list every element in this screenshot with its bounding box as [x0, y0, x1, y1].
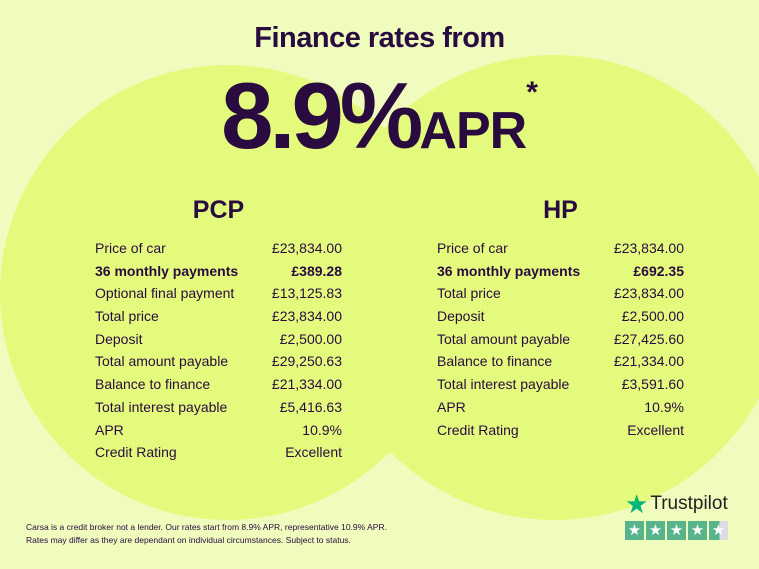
row-label: Deposit [95, 330, 143, 347]
pcp-heading: PCP [192, 196, 245, 224]
row-label: APR [437, 398, 466, 415]
row-value: £23,834.00 [271, 308, 342, 325]
row-label: Credit Rating [95, 444, 177, 461]
row-value: Excellent [285, 444, 342, 461]
row-value: £27,425.60 [613, 330, 684, 347]
table-row: Total interest payable £5,416.63 [95, 396, 342, 419]
row-value: £3,591.60 [621, 376, 684, 393]
row-value: 10.9% [302, 421, 342, 438]
star-icon: ★ [688, 521, 707, 540]
disclaimer-line-1: Carsa is a credit broker not a lender. O… [26, 522, 387, 532]
table-row: Total amount payable £27,425.60 [437, 328, 684, 351]
star-icon: ★ [667, 521, 686, 540]
row-value: £2,500.00 [279, 330, 342, 347]
headline: Finance rates from [254, 22, 505, 54]
row-label: Total amount payable [95, 353, 229, 370]
star-icon: ★ [625, 521, 644, 540]
table-row: Total amount payable £29,250.63 [95, 350, 342, 373]
row-label: Total interest payable [437, 376, 570, 393]
row-value: £389.28 [291, 262, 342, 279]
table-row: Deposit £2,500.00 [95, 328, 342, 351]
pcp-table: PCP Price of car £23,834.00 36 monthly pay… [95, 196, 342, 464]
table-row: Balance to finance £21,334.00 [95, 373, 342, 396]
asterisk: * [526, 76, 538, 109]
disclaimer: Carsa is a credit broker not a lender. O… [26, 521, 387, 547]
row-value: £2,500.00 [621, 308, 684, 325]
table-row: Price of car £23,834.00 [437, 237, 684, 260]
row-value: Excellent [627, 421, 684, 438]
row-value: 10.9% [644, 398, 684, 415]
table-row: Total interest payable £3,591.60 [437, 373, 684, 396]
row-label: 36 monthly payments [437, 262, 581, 279]
row-value: £21,334.00 [271, 376, 342, 393]
row-label: Total price [437, 285, 501, 302]
row-label: Deposit [437, 308, 485, 325]
table-row: 36 monthly payments £692.35 [437, 260, 684, 283]
row-label: Price of car [95, 240, 166, 256]
trustpilot-rating: ★ ★ ★ ★ ★ [625, 521, 728, 540]
row-label: 36 monthly payments [95, 262, 239, 279]
table-row: Optional final payment £13,125.83 [95, 282, 342, 305]
row-label: Total amount payable [437, 330, 571, 347]
table-row: Total price £23,834.00 [95, 305, 342, 328]
table-row: Credit Rating Excellent [437, 419, 684, 442]
row-value: £692.35 [633, 262, 684, 279]
star-icon: ★ [625, 489, 649, 519]
row-value: £29,250.63 [271, 353, 342, 370]
table-row: Credit Rating Excellent [95, 441, 342, 464]
row-value: £23,834.00 [613, 240, 684, 256]
rate-suffix: APR [419, 102, 527, 160]
hp-heading: HP [543, 196, 578, 224]
row-label: Total interest payable [95, 398, 228, 415]
star-icon: ★ [646, 521, 665, 540]
table-row: Price of car £23,834.00 [95, 237, 342, 260]
table-row: Deposit £2,500.00 [437, 305, 684, 328]
star-icon: ★ [709, 521, 728, 540]
rate-value: 8.9% [221, 63, 423, 168]
table-row: APR 10.9% [95, 419, 342, 442]
row-value: £13,125.83 [271, 285, 342, 302]
table-row: 36 monthly payments £389.28 [95, 260, 342, 283]
hp-table: HP Price of car £23,834.00 36 monthly paym… [437, 196, 684, 441]
row-label: Credit Rating [437, 421, 519, 438]
table-row: Total price £23,834.00 [437, 282, 684, 305]
row-value: £21,334.00 [613, 353, 684, 370]
row-value: £23,834.00 [271, 240, 342, 256]
row-label: Optional final payment [95, 285, 235, 302]
decor-circle-right [322, 55, 759, 520]
headline-rate: 8.9%APR* [0, 62, 759, 170]
table-row: Balance to finance £21,334.00 [437, 350, 684, 373]
row-label: Balance to finance [437, 353, 553, 370]
row-label: Total price [95, 308, 159, 325]
table-row: APR 10.9% [437, 396, 684, 419]
row-label: Price of car [437, 240, 508, 256]
trustpilot-badge[interactable]: ★ Trustpilot ★ ★ ★ ★ ★ [625, 489, 728, 540]
row-label: APR [95, 421, 124, 438]
trustpilot-label: Trustpilot [650, 493, 728, 514]
row-value: £23,834.00 [613, 285, 684, 302]
row-label: Balance to finance [95, 376, 211, 393]
disclaimer-line-2: Rates may differ as they are dependant o… [26, 535, 351, 545]
row-value: £5,416.63 [279, 398, 342, 415]
